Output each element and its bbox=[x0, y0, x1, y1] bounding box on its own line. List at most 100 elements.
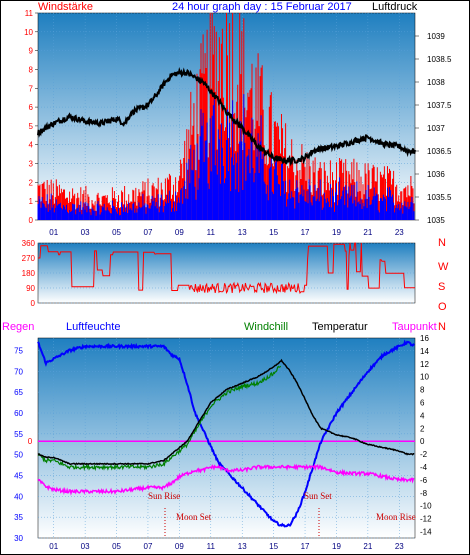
wind-y-tick: 6 bbox=[29, 103, 34, 112]
pressure-y-tick: 1039 bbox=[427, 32, 445, 41]
wind-x-tick: 19 bbox=[332, 228, 341, 237]
weather-x-tick: 03 bbox=[81, 542, 90, 551]
wind-y-ticks: 0 1 2 3 4 5 6 7 8 9 10 11 bbox=[24, 9, 38, 225]
temperature-y-tick: 12 bbox=[420, 360, 429, 369]
humidity-y-tick: 55 bbox=[14, 430, 23, 439]
humidity-y-tick: 65 bbox=[14, 388, 23, 397]
weather-x-tick: 09 bbox=[175, 542, 184, 551]
wind-bars bbox=[37, 13, 415, 220]
humidity-y-tick: 50 bbox=[14, 451, 23, 460]
wind-x-ticks: 01 03 05 07 09 11 13 15 17 19 21 23 bbox=[49, 228, 404, 237]
zero-label: 0 bbox=[28, 437, 33, 446]
weather-x-tick: 07 bbox=[144, 542, 153, 551]
pressure-y-tick: 1037 bbox=[427, 124, 445, 133]
pressure-series bbox=[37, 67, 416, 167]
pressure-line bbox=[37, 67, 416, 167]
wind-y-tick: 7 bbox=[29, 84, 34, 93]
pressure-y-ticks: 1035 1035.5 1036 1036.5 1037 1037.5 1038 1038.5… bbox=[415, 32, 452, 225]
wind-x-tick: 21 bbox=[363, 228, 372, 237]
temperature-line bbox=[37, 358, 415, 466]
wind-x-tick: 23 bbox=[395, 228, 404, 237]
pressure-y-tick: 1035 bbox=[427, 216, 445, 225]
legend-regen: Regen bbox=[2, 321, 34, 333]
wind-y-tick: 8 bbox=[29, 65, 34, 74]
direction-y-tick: 270 bbox=[22, 254, 36, 263]
moon-set-label: Moon Set bbox=[176, 512, 212, 522]
humidity-y-tick: 60 bbox=[14, 409, 23, 418]
wind-y-tick: 1 bbox=[29, 197, 34, 206]
legend-windchill: Windchill bbox=[244, 321, 288, 333]
compass-letter: W bbox=[438, 261, 449, 273]
pressure-y-tick: 1036 bbox=[427, 170, 445, 179]
wind-x-tick: 15 bbox=[269, 228, 278, 237]
windchill-line bbox=[37, 365, 282, 472]
weather-x-tick: 11 bbox=[207, 542, 216, 551]
wind-y-tick: 10 bbox=[24, 28, 33, 37]
legend-taupunkt: Taupunkt bbox=[392, 321, 437, 333]
weather-x-tick: 15 bbox=[269, 542, 278, 551]
wind-average-bars bbox=[37, 94, 415, 220]
compass-letter: N bbox=[438, 321, 446, 333]
weather-x-tick: 21 bbox=[363, 542, 372, 551]
wind-x-tick: 17 bbox=[301, 228, 310, 237]
luftdruck-label: Luftdruck bbox=[372, 1, 418, 13]
temperature-y-tick: -14 bbox=[420, 528, 432, 537]
chart-title: 24 hour graph day : 15 Februar 2017 bbox=[172, 1, 352, 13]
weather-x-tick: 17 bbox=[301, 542, 310, 551]
wind-x-tick: 11 bbox=[207, 228, 216, 237]
wind-x-tick: 09 bbox=[175, 228, 184, 237]
wind-y-tick: 4 bbox=[29, 141, 34, 150]
temperature-y-tick: 6 bbox=[420, 399, 425, 408]
humidity-y-tick: 75 bbox=[14, 347, 23, 356]
temperature-y-tick: 0 bbox=[420, 437, 425, 446]
pressure-y-tick: 1037.5 bbox=[427, 101, 452, 110]
temperature-y-tick: -8 bbox=[420, 489, 428, 498]
compass-letter: N bbox=[438, 237, 446, 249]
wind-x-tick: 13 bbox=[238, 228, 247, 237]
wind-y-tick: 0 bbox=[29, 216, 34, 225]
wind-y-tick: 2 bbox=[29, 178, 34, 187]
temperature-y-tick: -12 bbox=[420, 515, 432, 524]
legend-temperatur: Temperatur bbox=[312, 321, 368, 333]
wind-x-tick: 07 bbox=[144, 228, 153, 237]
pressure-y-tick: 1035.5 bbox=[427, 193, 452, 202]
temperature-y-tick: 10 bbox=[420, 373, 429, 382]
legend-luftfeuchte: Luftfeuchte bbox=[66, 321, 120, 333]
wind-x-tick: 01 bbox=[49, 228, 58, 237]
direction-line bbox=[38, 242, 415, 295]
weather-x-tick: 01 bbox=[49, 542, 58, 551]
wind-y-tick: 11 bbox=[25, 9, 34, 18]
wind-x-tick: 05 bbox=[112, 228, 121, 237]
weather-x-ticks: 01 03 05 07 09 11 13 15 17 19 21 23 bbox=[49, 542, 404, 551]
sun-rise-label: Sun Rise bbox=[148, 491, 180, 501]
pressure-y-tick: 1038 bbox=[427, 78, 445, 87]
direction-y-tick: 90 bbox=[26, 284, 35, 293]
compass-letter: O bbox=[438, 301, 447, 313]
pressure-y-tick: 1036.5 bbox=[427, 147, 452, 156]
direction-y-tick: 360 bbox=[22, 239, 36, 248]
temperature-y-tick: -4 bbox=[420, 463, 428, 472]
temperature-y-tick: 4 bbox=[420, 411, 425, 420]
windstaerke-label: Windstärke bbox=[38, 1, 93, 13]
temperature-y-tick: 8 bbox=[420, 386, 425, 395]
wind-y-tick: 9 bbox=[29, 47, 34, 56]
wind-x-tick: 03 bbox=[81, 228, 90, 237]
temperature-y-tick: 2 bbox=[420, 424, 425, 433]
weather-plot-area bbox=[37, 337, 416, 539]
humidity-y-tick: 35 bbox=[14, 513, 23, 522]
moon-rise-label: Moon Rise bbox=[376, 512, 416, 522]
temperature-y-tick: 14 bbox=[420, 347, 429, 356]
dewpoint-line bbox=[37, 463, 415, 496]
temperature-y-tick: 16 bbox=[420, 334, 429, 343]
humidity-y-ticks: 30 35 40 45 50 55 60 65 70 75 0 bbox=[14, 347, 33, 544]
direction-series bbox=[38, 242, 415, 295]
humidity-y-tick: 40 bbox=[14, 492, 23, 501]
wind-y-tick: 3 bbox=[29, 160, 34, 169]
weather-x-tick: 19 bbox=[332, 542, 341, 551]
temperature-y-tick: -6 bbox=[420, 476, 428, 485]
sun-set-label: Sun Set bbox=[304, 491, 332, 501]
temperature-y-ticks: -14 -12 -10 -8 -6 -4 -2 0 2 4 6 8 10 12 14 16 bbox=[420, 334, 432, 537]
humidity-y-tick: 45 bbox=[14, 472, 23, 481]
